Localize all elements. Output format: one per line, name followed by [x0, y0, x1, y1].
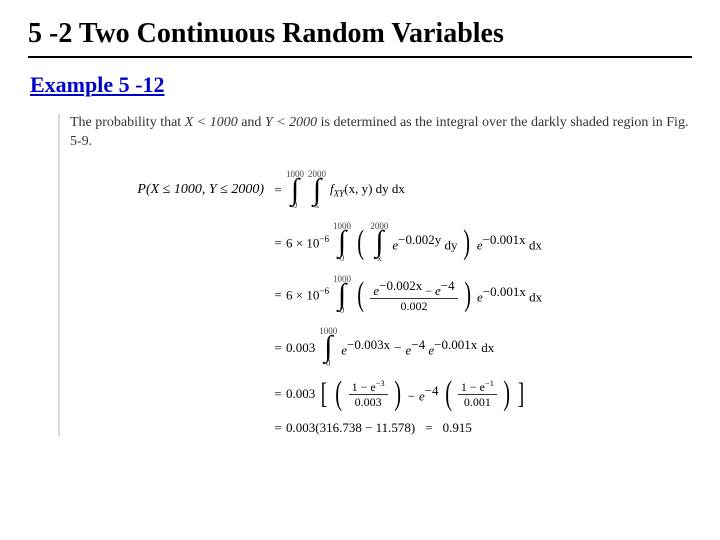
eq2-inner-lower: x: [377, 254, 382, 263]
eq3-tail-exp: −0.001x: [483, 284, 526, 299]
eq1-lhs: P(X ≤ 1000, Y ≤ 2000): [70, 182, 270, 198]
intro-text: The probability that X < 1000 and Y < 20…: [70, 114, 692, 152]
lparen-icon: (: [357, 281, 364, 308]
eq3-tail-dx: dx: [526, 290, 542, 305]
eq5-f2-den: 0.001: [461, 395, 494, 408]
eq2-outer-integral: 1000 ∫ 0: [333, 222, 351, 263]
eq4-t1-exp: −0.003x: [347, 337, 390, 352]
intro-cond2: Y < 2000: [265, 115, 317, 130]
eq2-coef-exp: −6: [319, 234, 329, 244]
eq3-integral: 1000 ∫ 0: [333, 275, 351, 316]
eq6-equals-1: =: [270, 420, 286, 436]
eq5-frac1: 1 − e−3 0.003: [349, 380, 388, 408]
title-rule: [28, 56, 692, 58]
rparen-icon: ): [503, 380, 510, 407]
eq5-mid-exp: −4: [425, 383, 439, 398]
rparen-icon: ): [464, 229, 471, 256]
eq3-den: 0.002: [398, 299, 431, 312]
page-title: 5 -2 Two Continuous Random Variables: [28, 18, 692, 50]
eq1-args: (x, y) dy dx: [344, 181, 405, 196]
intro-cond1: X < 1000: [185, 115, 238, 130]
equation-row-6: = 0.003(316.738 − 11.578) = 0.915: [70, 420, 692, 436]
eq5-mid: − e: [407, 388, 425, 403]
eq3-fraction: e−0.002x − e−4 0.002: [370, 279, 457, 312]
eq5-f1-num-exp: −3: [376, 379, 385, 388]
lparen-icon: (: [445, 380, 452, 407]
equation-row-4: = 0.003 1000 ∫ 0 e−0.003x − e−4 e−0.001x…: [70, 327, 692, 368]
eq5-rhs: 0.003 [ ( 1 − e−3 0.003 ) − e−4 ( 1 − e−…: [286, 380, 692, 408]
eq2-inner-integral: 2000 ∫ x: [370, 222, 388, 263]
equation-row-5: = 0.003 [ ( 1 − e−3 0.003 ) − e−4 ( 1 − …: [70, 380, 692, 408]
eq1-outer-integral: 1000 ∫ 0: [286, 170, 304, 211]
eq5-coef: 0.003: [286, 386, 315, 402]
eq4-rhs: 0.003 1000 ∫ 0 e−0.003x − e−4 e−0.001x d…: [286, 327, 692, 368]
eq3-rhs: 6 × 10−6 1000 ∫ 0 ( e−0.002x − e−4 0.002…: [286, 275, 692, 316]
rbracket-icon: ]: [518, 382, 525, 406]
example-content: The probability that X < 1000 and Y < 20…: [58, 114, 692, 436]
eq1-integrand-sub: XY: [334, 189, 345, 199]
equation-row-2: = 6 × 10−6 1000 ∫ 0 ( 2000 ∫ x e−0.002y …: [70, 222, 692, 263]
eq5-equals: =: [270, 386, 286, 402]
eq2-rhs: 6 × 10−6 1000 ∫ 0 ( 2000 ∫ x e−0.002y dy…: [286, 222, 692, 263]
eq6-lhs-val: 0.003(316.738 − 11.578): [286, 420, 415, 436]
eq2-inner-tail: dy: [441, 237, 457, 252]
lparen-icon: (: [357, 229, 364, 256]
eq2-equals: =: [270, 235, 286, 251]
eq1-rhs: 1000 ∫ 0 2000 ∫ x fXY(x, y) dy dx: [286, 170, 692, 211]
eq6-equals-2: =: [419, 420, 438, 436]
eq3-num-b-exp: −4: [441, 278, 455, 293]
eq4-equals: =: [270, 340, 286, 356]
eq4-t3-exp: −0.001x: [434, 337, 477, 352]
eq2-coef: 6 × 10: [286, 235, 319, 250]
eq3-coef-exp: −6: [319, 286, 329, 296]
eq4-t3-base: e: [425, 342, 434, 357]
equation-row-3: = 6 × 10−6 1000 ∫ 0 ( e−0.002x − e−4 0.0…: [70, 275, 692, 316]
eq4-lower: 0: [326, 359, 331, 368]
eq1-outer-lower: 0: [293, 201, 298, 210]
eq5-f2-num-exp: −1: [485, 379, 494, 388]
eq3-num-minus: −: [422, 284, 435, 298]
eq3-coef: 6 × 10: [286, 288, 319, 303]
eq6-result: 0.915: [443, 420, 472, 436]
eq4-tail: dx: [481, 340, 494, 356]
eq4-integral: 1000 ∫ 0: [319, 327, 337, 368]
example-heading: Example 5 -12: [30, 72, 692, 98]
eq1-inner-lower: x: [315, 201, 320, 210]
eq4-t2-exp: −4: [411, 337, 425, 352]
eq4-minus: −: [394, 340, 401, 356]
eq3-equals: =: [270, 287, 286, 303]
eq2-outer-tail: dx: [526, 237, 542, 252]
rparen-icon: ): [464, 281, 471, 308]
eq2-outer-lower: 0: [340, 254, 345, 263]
intro-part2: and: [238, 115, 265, 130]
eq5-f2-num: 1 − e: [461, 380, 485, 394]
eq1-equals: =: [270, 182, 286, 198]
lparen-icon: (: [336, 380, 343, 407]
eq2-inner-exp: −0.002y: [398, 232, 441, 247]
equation-row-1: P(X ≤ 1000, Y ≤ 2000) = 1000 ∫ 0 2000 ∫ …: [70, 170, 692, 211]
lbracket-icon: [: [321, 382, 328, 406]
eq2-outer-exp: −0.001x: [483, 232, 526, 247]
eq1-inner-integral: 2000 ∫ x: [308, 170, 326, 211]
eq5-f1-num: 1 − e: [352, 380, 376, 394]
intro-part1: The probability that: [70, 115, 185, 130]
eq4-coef: 0.003: [286, 340, 315, 356]
eq6-rhs: 0.003(316.738 − 11.578) = 0.915: [286, 420, 692, 436]
eq5-frac2: 1 − e−1 0.001: [458, 380, 497, 408]
eq5-f1-den: 0.003: [352, 395, 385, 408]
rparen-icon: ): [394, 380, 401, 407]
eq3-num-a-exp: −0.002x: [379, 278, 422, 293]
eq3-lower: 0: [340, 306, 345, 315]
